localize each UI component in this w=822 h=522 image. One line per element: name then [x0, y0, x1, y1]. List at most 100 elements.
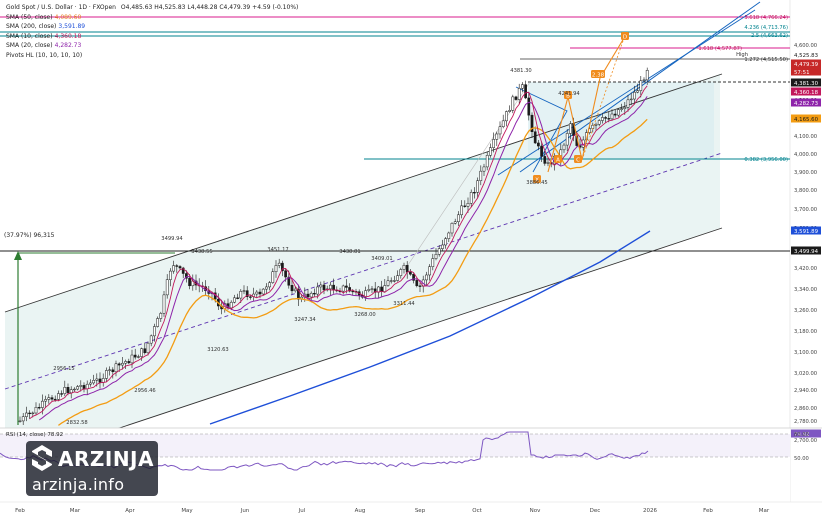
candle-body — [495, 133, 499, 140]
candle-body — [482, 166, 486, 172]
pattern-point[interactable] — [591, 70, 605, 78]
candle-body — [47, 397, 51, 400]
candle-body — [146, 342, 150, 354]
candle-body — [255, 291, 259, 295]
candle-body — [562, 144, 566, 151]
candle-body — [389, 280, 393, 282]
time-tick-label: Mar — [70, 508, 81, 514]
candle-body — [44, 399, 47, 402]
channel-lower-line — [4, 227, 723, 467]
rsi-tick-label: 80.00 — [794, 432, 809, 438]
legend-label: SMA (10, close) — [6, 32, 53, 40]
price-badge[interactable] — [791, 67, 821, 76]
price-badge[interactable] — [791, 98, 821, 107]
candle-body — [245, 290, 249, 297]
candle-body — [501, 120, 505, 127]
legend-sma10[interactable]: SMA (10, close) 4,360.18 — [6, 32, 298, 42]
candle-body — [57, 393, 60, 400]
price-badge-label: 79.92 — [794, 432, 809, 438]
time-tick-label: Sep — [415, 508, 426, 514]
swing-price-label: 3120.63 — [207, 347, 228, 353]
pattern-point[interactable] — [554, 155, 562, 163]
pattern-point[interactable] — [574, 155, 582, 163]
price-badge[interactable] — [791, 114, 821, 123]
price-tick-label: 3,340.00 — [794, 287, 817, 293]
price-tick-label: 4,600.00 — [794, 43, 817, 49]
pivot-distance-label: (37.97%) 96,315 — [4, 232, 55, 239]
candle-body — [530, 114, 534, 132]
candle-body — [34, 407, 38, 414]
candle-body — [117, 363, 121, 366]
candle-body — [162, 294, 166, 314]
candle-body — [76, 386, 79, 390]
arzinja-logo-icon — [32, 445, 52, 471]
candle-body — [233, 297, 236, 303]
candle-body — [639, 80, 643, 91]
swing-price-label: 4241.94 — [558, 91, 580, 97]
price-badge[interactable] — [791, 246, 821, 255]
indicator-legend: Gold Spot / U.S. Dollar · 1D · FXOpen O4… — [6, 3, 298, 61]
candle-body — [111, 369, 115, 373]
swing-price-label: 3409.01 — [371, 256, 392, 262]
measure-arrow-head — [14, 251, 22, 260]
candle-body — [450, 223, 454, 234]
time-tick-label: Jul — [298, 508, 306, 514]
candle-body — [466, 203, 470, 207]
candle-body — [457, 214, 460, 222]
price-badge-label: 3,499.94 — [794, 249, 819, 255]
candle-body — [498, 126, 502, 135]
candle-body — [418, 285, 422, 287]
pattern-point[interactable] — [564, 91, 572, 99]
candle-body — [185, 273, 188, 279]
candle-body — [332, 284, 335, 291]
candle-body — [521, 84, 524, 89]
candle-body — [613, 113, 617, 116]
candle-body — [447, 232, 451, 239]
candle-body — [396, 275, 399, 281]
symbol-title[interactable]: Gold Spot / U.S. Dollar · 1D · FXOpen — [6, 4, 116, 11]
candle-body — [569, 123, 572, 134]
price-badge-label: 4,479.39 — [794, 62, 819, 68]
brand-name: ARZINJA — [58, 447, 154, 471]
candle-body — [108, 369, 111, 371]
candle-body — [98, 378, 102, 383]
swing-price-label: 2956.46 — [134, 388, 155, 394]
candle-body — [476, 180, 479, 193]
candle-body — [645, 70, 649, 81]
candle-body — [610, 113, 614, 120]
candle-body — [386, 280, 390, 286]
pattern-point-label: A — [556, 158, 560, 164]
price-tick-label: 2,860.00 — [794, 406, 817, 412]
fib-label: 0.382 (3,956.00) — [744, 157, 788, 163]
candle-body — [92, 380, 95, 384]
candle-body — [18, 420, 22, 422]
legend-sma50[interactable]: SMA (50, close) 4,089.60 — [6, 13, 298, 23]
symbol-header: Gold Spot / U.S. Dollar · 1D · FXOpen O4… — [6, 3, 298, 13]
pattern-point[interactable] — [621, 32, 629, 40]
price-badge[interactable] — [791, 59, 821, 68]
candle-body — [453, 221, 457, 224]
candle-body — [265, 286, 268, 290]
price-badge[interactable] — [791, 78, 821, 87]
candle-body — [370, 288, 374, 290]
legend-sma200[interactable]: SMA (200, close) 3,591.89 — [6, 22, 298, 32]
price-badge[interactable] — [791, 429, 821, 438]
candle-body — [178, 266, 182, 269]
brand-url[interactable]: arzinja.info — [32, 475, 125, 494]
time-tick-label: Feb — [703, 508, 713, 514]
candle-body — [293, 288, 297, 292]
candle-body — [313, 292, 316, 295]
legend-label: SMA (20, close) — [6, 42, 53, 50]
candle-body — [601, 117, 604, 121]
price-tick-label: 3,260.00 — [794, 308, 817, 314]
legend-pivots[interactable]: Pivots HL (10, 10, 10, 10) — [6, 51, 298, 61]
candle-body — [437, 248, 441, 255]
price-badge[interactable] — [791, 87, 821, 96]
legend-sma20[interactable]: SMA (20, close) 4,282.73 — [6, 41, 298, 51]
swing-price-label: 3247.34 — [294, 317, 316, 323]
pattern-point[interactable] — [533, 175, 541, 183]
candle-body — [626, 99, 630, 108]
price-badge[interactable] — [791, 226, 821, 235]
candle-body — [316, 286, 319, 295]
